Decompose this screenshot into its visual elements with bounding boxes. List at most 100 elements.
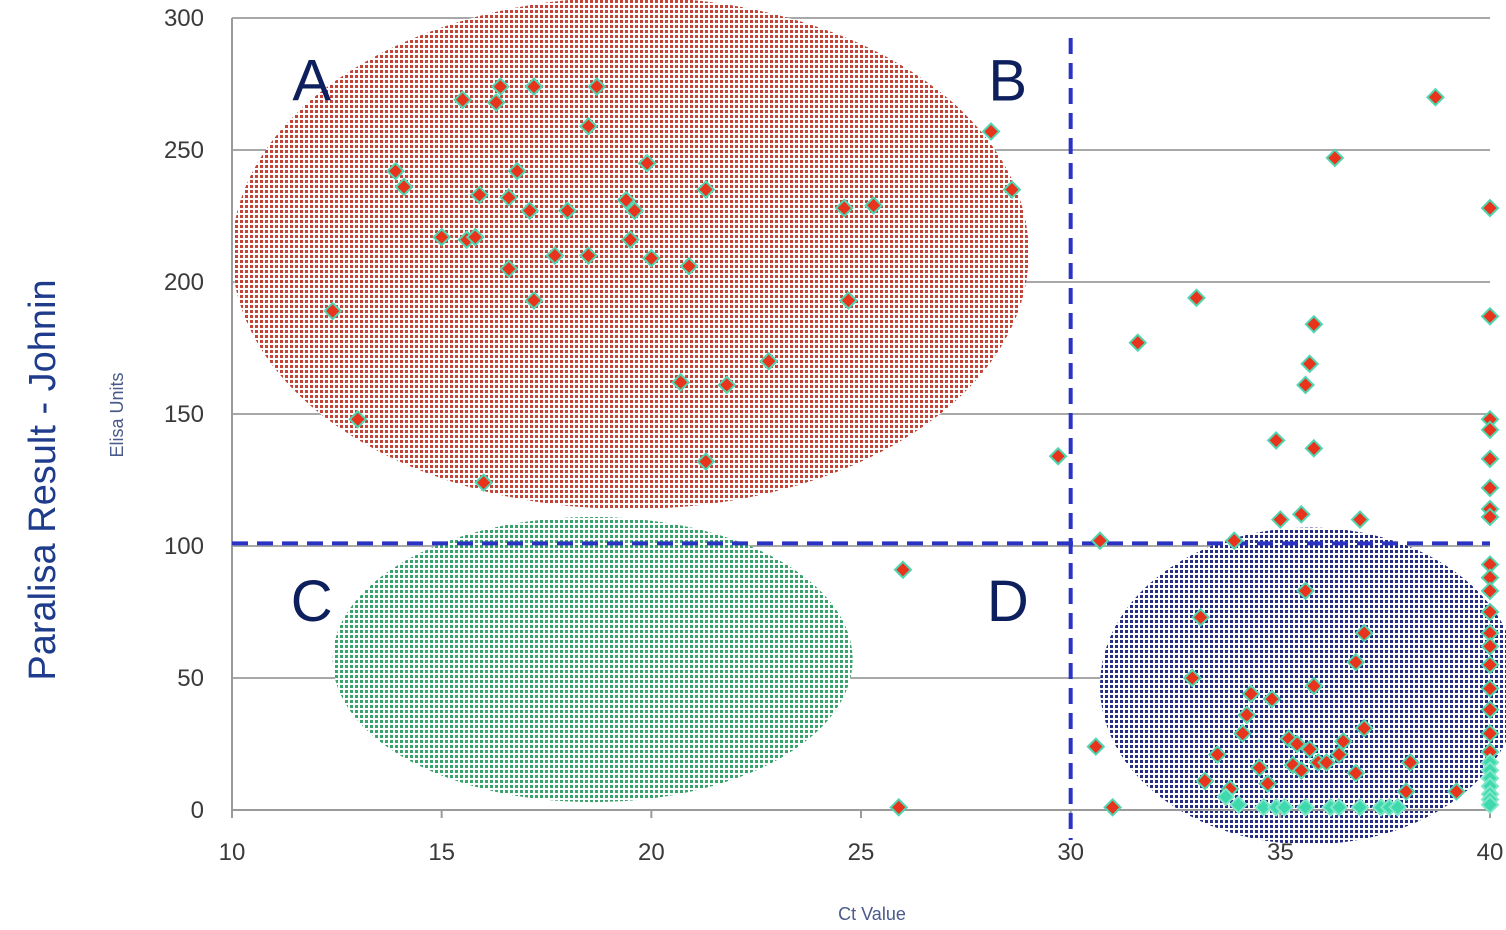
data-point-negative [1275, 797, 1294, 817]
quadrant-label-d: D [987, 569, 1029, 634]
data-point-negative [1228, 795, 1248, 815]
data-point [1396, 782, 1416, 801]
data-point [1237, 705, 1257, 725]
data-point [671, 372, 691, 392]
data-point [1480, 507, 1500, 527]
data-point [394, 177, 414, 197]
data-point [717, 375, 737, 395]
data-point [323, 301, 343, 321]
x-tick-label: 20 [638, 839, 665, 866]
data-point [1480, 198, 1500, 218]
data-point [474, 473, 494, 493]
data-point [499, 188, 519, 207]
data-point [1195, 771, 1215, 791]
data-point [469, 185, 489, 205]
data-point [1296, 375, 1315, 395]
data-point [1325, 148, 1345, 168]
y-tick-label: 50 [177, 665, 204, 692]
data-point [1002, 180, 1022, 200]
data-point [1241, 684, 1261, 704]
y-tick-label: 200 [164, 269, 204, 296]
data-point [834, 198, 854, 218]
data-point [579, 246, 598, 266]
data-point [620, 230, 640, 250]
y-tick-label: 0 [191, 797, 204, 824]
x-tick-label: 10 [219, 839, 246, 866]
data-point [1426, 87, 1445, 107]
data-point [1262, 689, 1282, 709]
labels: Paralisa Result - Johnin Elisa Units Ct … [22, 5, 1503, 924]
data-point [1350, 510, 1370, 530]
data-point [1187, 288, 1206, 308]
data-point [1266, 430, 1286, 450]
data-point [1304, 676, 1324, 696]
data-point [893, 560, 913, 580]
data-point [1480, 478, 1500, 498]
data-point [1400, 753, 1420, 772]
data-point [637, 153, 657, 173]
data-point [1480, 679, 1500, 698]
data-point [348, 409, 368, 429]
data-point [1447, 782, 1466, 801]
data-point [1480, 449, 1500, 469]
data-point [520, 201, 540, 221]
data-point [1480, 420, 1500, 440]
data-point [641, 248, 661, 268]
x-tick-label: 35 [1267, 839, 1294, 866]
data-point [1300, 739, 1320, 759]
data-point [465, 227, 485, 247]
data-point [981, 122, 1001, 141]
data-point [625, 201, 644, 221]
x-tick-label: 15 [428, 839, 455, 866]
data-point [1300, 354, 1320, 374]
data-point [1086, 737, 1106, 757]
y-axis-units-label: Elisa Units [107, 372, 127, 457]
data-point [499, 259, 519, 279]
data-point [1128, 333, 1148, 353]
data-point-negative [1480, 795, 1500, 815]
data-point [1296, 581, 1315, 601]
data-point [1191, 607, 1211, 627]
data-point [1291, 760, 1311, 780]
data-point [839, 291, 858, 310]
data-point [1270, 510, 1290, 530]
data-point [1224, 531, 1244, 551]
data-point [1317, 753, 1336, 772]
data-point [558, 201, 577, 221]
data-point [1354, 623, 1374, 643]
data-point [1480, 602, 1500, 622]
y-tick-label: 100 [164, 533, 204, 560]
data-point [1480, 724, 1500, 743]
data-point [1304, 314, 1324, 334]
quadrant-label-b: B [988, 49, 1027, 114]
data-point [524, 291, 544, 310]
data-point-negative [1329, 797, 1349, 817]
data-point [1480, 655, 1500, 675]
data-point [1258, 774, 1278, 794]
data-point-negative [1254, 797, 1273, 817]
y-tick-label: 250 [164, 137, 204, 164]
x-tick-label: 25 [848, 839, 875, 866]
data-point [1480, 700, 1500, 720]
data-point [386, 161, 405, 181]
data-point [696, 452, 716, 471]
data-point [1333, 731, 1353, 751]
quadrant-label-c: C [291, 569, 333, 634]
data-point [1249, 758, 1269, 778]
shaded-regions [232, 0, 1506, 845]
data-point [1354, 718, 1374, 738]
region-c [332, 516, 853, 803]
data-point [490, 77, 510, 97]
data-point [1304, 438, 1324, 458]
data-point [616, 190, 636, 210]
x-tick-label: 30 [1057, 839, 1084, 866]
quadrant-label-a: A [292, 49, 331, 114]
data-point [1480, 636, 1500, 656]
data-point [864, 196, 883, 215]
data-point-negative [1350, 797, 1370, 817]
y-tick-label: 150 [164, 401, 204, 428]
data-point [587, 77, 607, 97]
data-point [1480, 306, 1500, 326]
data-point [889, 797, 909, 817]
y-tick-label: 300 [164, 5, 204, 32]
